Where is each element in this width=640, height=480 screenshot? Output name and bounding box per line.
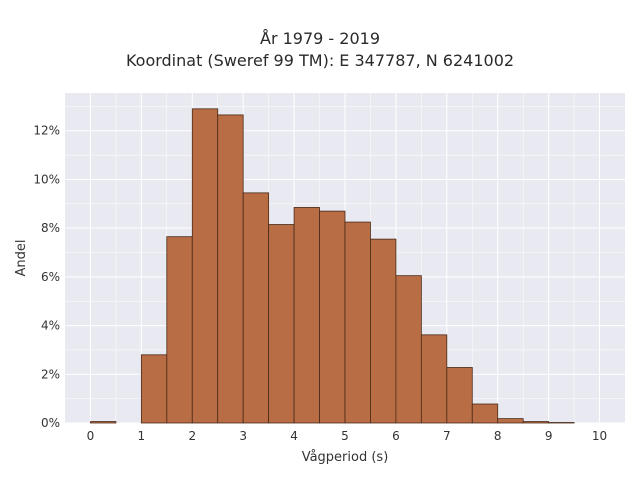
y-tick-label: 4% xyxy=(41,319,60,333)
x-tick-label: 6 xyxy=(392,429,400,443)
histogram-bar xyxy=(268,224,295,424)
x-tick-label: 2 xyxy=(188,429,196,443)
chart-title-block: År 1979 - 2019 Koordinat (Sweref 99 TM):… xyxy=(0,28,640,72)
y-tick-label: 8% xyxy=(41,221,60,235)
histogram-bar xyxy=(522,421,550,424)
histogram-bar xyxy=(420,334,448,424)
histogram-bar xyxy=(140,354,168,424)
x-tick-label: 10 xyxy=(592,429,607,443)
x-tick-label: 9 xyxy=(545,429,553,443)
histogram-bar xyxy=(370,238,397,424)
y-tick-label: 0% xyxy=(41,416,60,430)
histogram-bar xyxy=(166,236,193,424)
x-tick-label: 0 xyxy=(87,429,95,443)
histogram-bar xyxy=(191,108,219,424)
histogram-bar xyxy=(242,192,270,424)
chart-subtitle: Koordinat (Sweref 99 TM): E 347787, N 62… xyxy=(125,51,515,70)
x-tick-label: 3 xyxy=(239,429,247,443)
x-tick-label: 7 xyxy=(443,429,451,443)
x-axis-label: Vågperiod (s) xyxy=(302,450,389,465)
histogram-bar xyxy=(471,403,499,424)
histogram-bar xyxy=(217,114,244,424)
histogram-bars xyxy=(90,108,575,424)
x-tick-label: 4 xyxy=(290,429,298,443)
histogram-bar xyxy=(395,275,422,424)
chart-title: År 1979 - 2019 xyxy=(260,29,380,48)
histogram-bar xyxy=(344,221,371,424)
x-axis-ticks: 0 1 2 3 4 5 6 7 8 9 10 xyxy=(87,429,608,443)
y-tick-label: 6% xyxy=(41,270,60,284)
histogram-bar xyxy=(293,207,320,424)
y-axis-ticks: 0% 2% 4% 6% 8% 10% 12% xyxy=(33,124,60,430)
y-tick-label: 2% xyxy=(41,367,60,381)
y-axis-label: Andel xyxy=(14,240,29,277)
histogram-bar xyxy=(497,418,524,424)
histogram-bar xyxy=(90,421,117,424)
histogram-bar xyxy=(319,210,346,424)
x-tick-label: 8 xyxy=(494,429,502,443)
y-tick-label: 10% xyxy=(33,172,60,186)
x-tick-label: 1 xyxy=(138,429,146,443)
y-tick-label: 12% xyxy=(33,124,60,138)
histogram-bar xyxy=(446,367,473,424)
x-tick-label: 5 xyxy=(341,429,349,443)
